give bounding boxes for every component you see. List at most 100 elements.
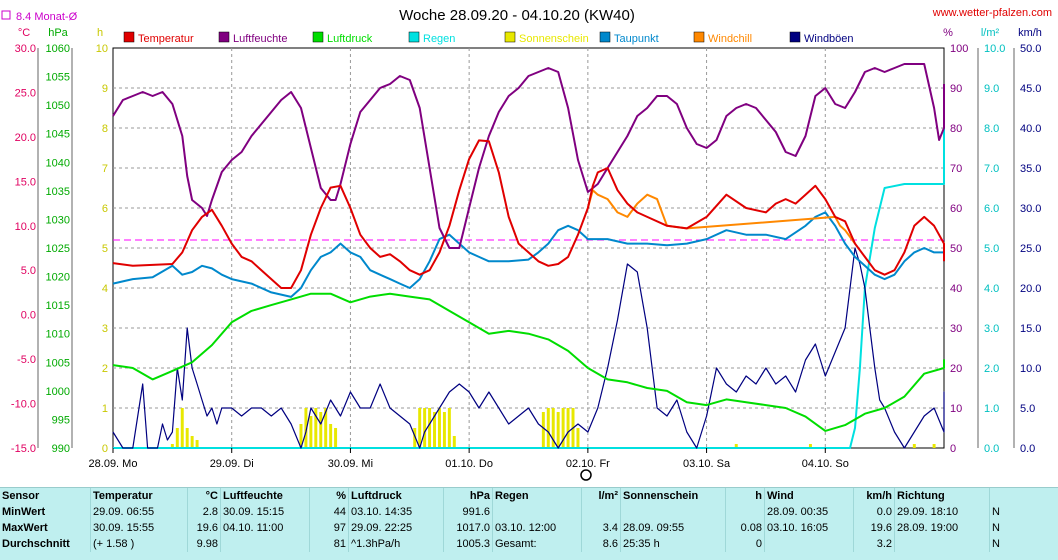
stats-cell: Luftfeuchte [220,488,310,504]
sunshine-bar [932,444,936,448]
stats-cell: 991.6 [443,504,493,520]
rain-tick-label: 8.0 [984,123,999,135]
legend-label: Luftdruck [327,33,373,45]
stats-cell: MaxWert [2,522,48,534]
x-tick-label: 02.10. Fr [566,458,610,470]
stats-cell: 28.09. 00:35 [764,504,854,520]
sunshine-bar [437,408,441,448]
humidity-tick-label: 60 [950,203,962,215]
sunshine-bar [418,408,422,448]
wind-tick-label: 20.0 [1020,283,1041,295]
pressure-tick-label: 995 [52,414,70,426]
sunshine-bar [423,408,427,448]
sunshine-tick-label: 5 [102,243,108,255]
weather-chart: Woche 28.09.20 - 04.10.20 (KW40) www.wet… [1,7,1052,481]
stats-cell: Sonnenschein [620,488,726,504]
sunshine-tick-label: 6 [102,203,108,215]
sunshine-bar [324,408,328,448]
pressure-tick-label: 1050 [46,100,70,112]
wind-tick-label: 45.0 [1020,83,1041,95]
rain-tick-label: 0.0 [984,443,999,455]
stats-row: MinWert 29.09. 06:55 2.8 30.09. 15:15 44 03.1… [0,504,1014,520]
legend-swatch [693,31,705,43]
legend: Temperatur Luftfeuchte Luftdruck Regen Sonne… [123,31,854,45]
humidity-tick-label: 100 [950,43,968,55]
sunshine-bar [566,408,570,448]
temperature-tick-label: 10.0 [15,221,36,233]
stats-cell: N [989,504,1014,520]
avg-temperature-label: 8.4 Monat-Ø [16,11,78,23]
stats-cell: °C [187,488,221,504]
legend-label: Sonnenschein [519,33,589,45]
stats-cell: l/m² [581,488,621,504]
sunshine-bar [190,436,194,448]
sunshine-bar [442,412,446,448]
temperature-tick-label: -15.0 [11,443,36,455]
pressure-tick-label: 1015 [46,300,70,312]
temperature-tick-label: 15.0 [15,176,36,188]
series-line-taupunkt [112,211,945,298]
sunshine-bar [556,412,560,448]
sunshine-bar [808,444,812,448]
stats-cell: 0.0 [853,504,895,520]
stats-cell: Temperatur [90,488,188,504]
pressure-tick-label: 1025 [46,243,70,255]
humidity-tick-label: 0 [950,443,956,455]
stats-cell: 03.10. 14:35 [348,504,444,520]
stats-cell: 30.09. 15:55 [90,520,188,536]
sunshine-bar [334,428,338,448]
stats-cell [620,504,726,520]
axis-units: °C hPa h% l/m² km/h [18,27,1042,39]
pressure-tick-label: 1010 [46,329,70,341]
stats-cell: 25:35 h [620,536,726,552]
sunshine-tick-label: 8 [102,123,108,135]
stats-cell: N [989,520,1014,536]
humidity-tick-label: 80 [950,123,962,135]
stats-cell [894,536,990,552]
stats-cell [492,504,582,520]
source-link[interactable]: www.wetter-pfalzen.com [932,7,1052,19]
temperature-tick-label: 5.0 [21,265,36,277]
x-axis-labels: 28.09. Mo 29.09. Di 30.09. Mi 01.10. Do 02.1… [89,448,849,470]
wind-tick-label: 35.0 [1020,163,1041,175]
rain-tick-label: 1.0 [984,403,999,415]
stats-cell: Gesamt: [492,536,582,552]
stats-cell: 28.09. 19:00 [894,520,990,536]
sunshine-unit-label: h [97,27,103,39]
wind-tick-label: 0.0 [1020,443,1035,455]
temperature-tick-label: -10.0 [11,399,36,411]
series-line-luftdruck [112,292,945,432]
stats-cell [764,536,854,552]
sunshine-bar [546,408,550,448]
temperature-tick-label: -5.0 [17,354,36,366]
x-tick-label: 01.10. Do [445,458,493,470]
pressure-tick-label: 990 [52,443,70,455]
stats-header-row: Sensor Temperatur °C Luftfeuchte% Luftdruck h… [0,488,1014,504]
sunshine-bar [912,444,916,448]
sunshine-tick-label: 0 [102,443,108,455]
wind-tick-label: 25.0 [1020,243,1041,255]
stats-cell: h [725,488,765,504]
stats-cell: Wind [764,488,854,504]
stats-cell: Sensor [2,490,40,502]
sunshine-bar [447,408,451,448]
sunshine-bar [734,444,738,448]
sunshine-tick-label: 3 [102,323,108,335]
x-tick-label: 28.09. Mo [89,458,138,470]
rain-tick-label: 6.0 [984,203,999,215]
pressure-tick-label: 1005 [46,357,70,369]
rain-tick-label: 3.0 [984,323,999,335]
stats-cell: 19.6 [853,520,895,536]
sunshine-bar [541,412,545,448]
stats-cell: Regen [492,488,582,504]
sunshine-bar [185,428,189,448]
sunshine-bar [329,424,333,448]
stats-cell: (+ 1.58 ) [90,536,188,552]
stats-cell: ^1.3hPa/h [348,536,444,552]
sunshine-tick-label: 9 [102,83,108,95]
temperature-tick-label: 0.0 [21,310,36,322]
stats-cell: 97 [309,520,349,536]
stats-cell [989,488,1014,504]
stats-cell: Durchschnitt [2,538,70,550]
pressure-tick-label: 1045 [46,129,70,141]
